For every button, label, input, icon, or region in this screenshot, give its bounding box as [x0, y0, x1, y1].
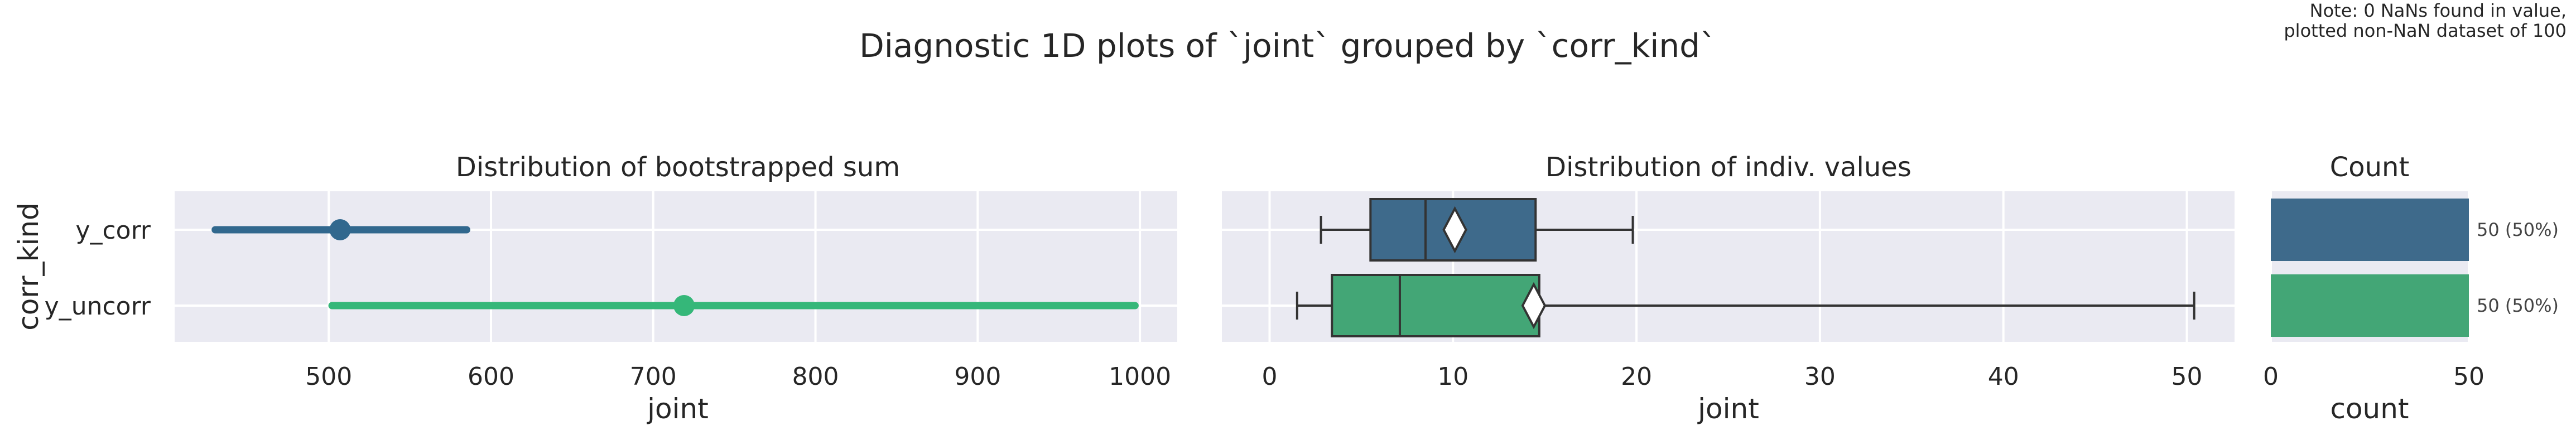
individual-values-xtick-label: 40: [1988, 362, 2019, 391]
bootstrap-sum-panel: 500 600 700 800 900 1000 y_corr y_uncorr Distr…: [12, 152, 1177, 425]
count-xlabel: count: [2330, 393, 2409, 425]
y-axis-label: corr_kind: [12, 202, 45, 331]
individual-values-xlabel: joint: [1697, 393, 1759, 425]
count-xtick-label: 0: [2263, 362, 2279, 391]
individual-values-xtick-label: 10: [1437, 362, 1468, 391]
category-label-y_corr: y_corr: [75, 216, 151, 245]
count-panel: 50 (50%) 50 (50%) 0 50 Count count: [2263, 152, 2559, 425]
individual-values-title: Distribution of indiv. values: [1545, 152, 1911, 183]
bootstrap-sum-xtick-label: 800: [792, 362, 839, 391]
mean-marker-y_uncorr: [1521, 282, 1547, 330]
count-xtick-label: 50: [2453, 362, 2484, 391]
point-estimate-y_corr: [329, 219, 351, 240]
count-bar-y_uncorr: [2271, 274, 2469, 337]
bootstrap-sum-xtick-label: 600: [468, 362, 514, 391]
bootstrap-sum-xlabel: joint: [647, 393, 709, 425]
bootstrap-sum-xtick-label: 500: [305, 362, 352, 391]
note-line-1: Note: 0 NaNs found in value,: [2310, 0, 2567, 21]
figure-suptitle: Diagnostic 1D plots of `joint` grouped b…: [859, 27, 1716, 65]
individual-values-panel: 0 10 20 30 40 50 Distribution of indiv. value…: [1222, 152, 2235, 425]
category-label-y_uncorr: y_uncorr: [45, 292, 151, 321]
bootstrap-sum-xtick-label: 1000: [1109, 362, 1171, 391]
box-y_uncorr: [1331, 274, 1540, 337]
count-bar-y_corr: [2271, 199, 2469, 261]
bootstrap-sum-xtick-label: 900: [954, 362, 1001, 391]
individual-values-xtick-label: 30: [1804, 362, 1836, 391]
point-estimate-y_uncorr: [673, 295, 695, 316]
bootstrap-sum-xtick-label: 700: [630, 362, 677, 391]
count-bar-label-y_uncorr: 50 (50%): [2477, 295, 2559, 316]
individual-values-xtick-label: 50: [2171, 362, 2203, 391]
count-title: Count: [2330, 152, 2410, 183]
mean-marker-y_corr: [1442, 206, 1467, 254]
count-bar-label-y_corr: 50 (50%): [2477, 219, 2559, 240]
individual-values-xtick-label: 0: [1261, 362, 1277, 391]
note-line-2: plotted non-NaN dataset of 100: [2284, 20, 2567, 41]
bootstrap-sum-plot-area: [175, 191, 1177, 342]
bootstrap-sum-title: Distribution of bootstrapped sum: [456, 152, 900, 183]
individual-values-xtick-label: 20: [1621, 362, 1652, 391]
